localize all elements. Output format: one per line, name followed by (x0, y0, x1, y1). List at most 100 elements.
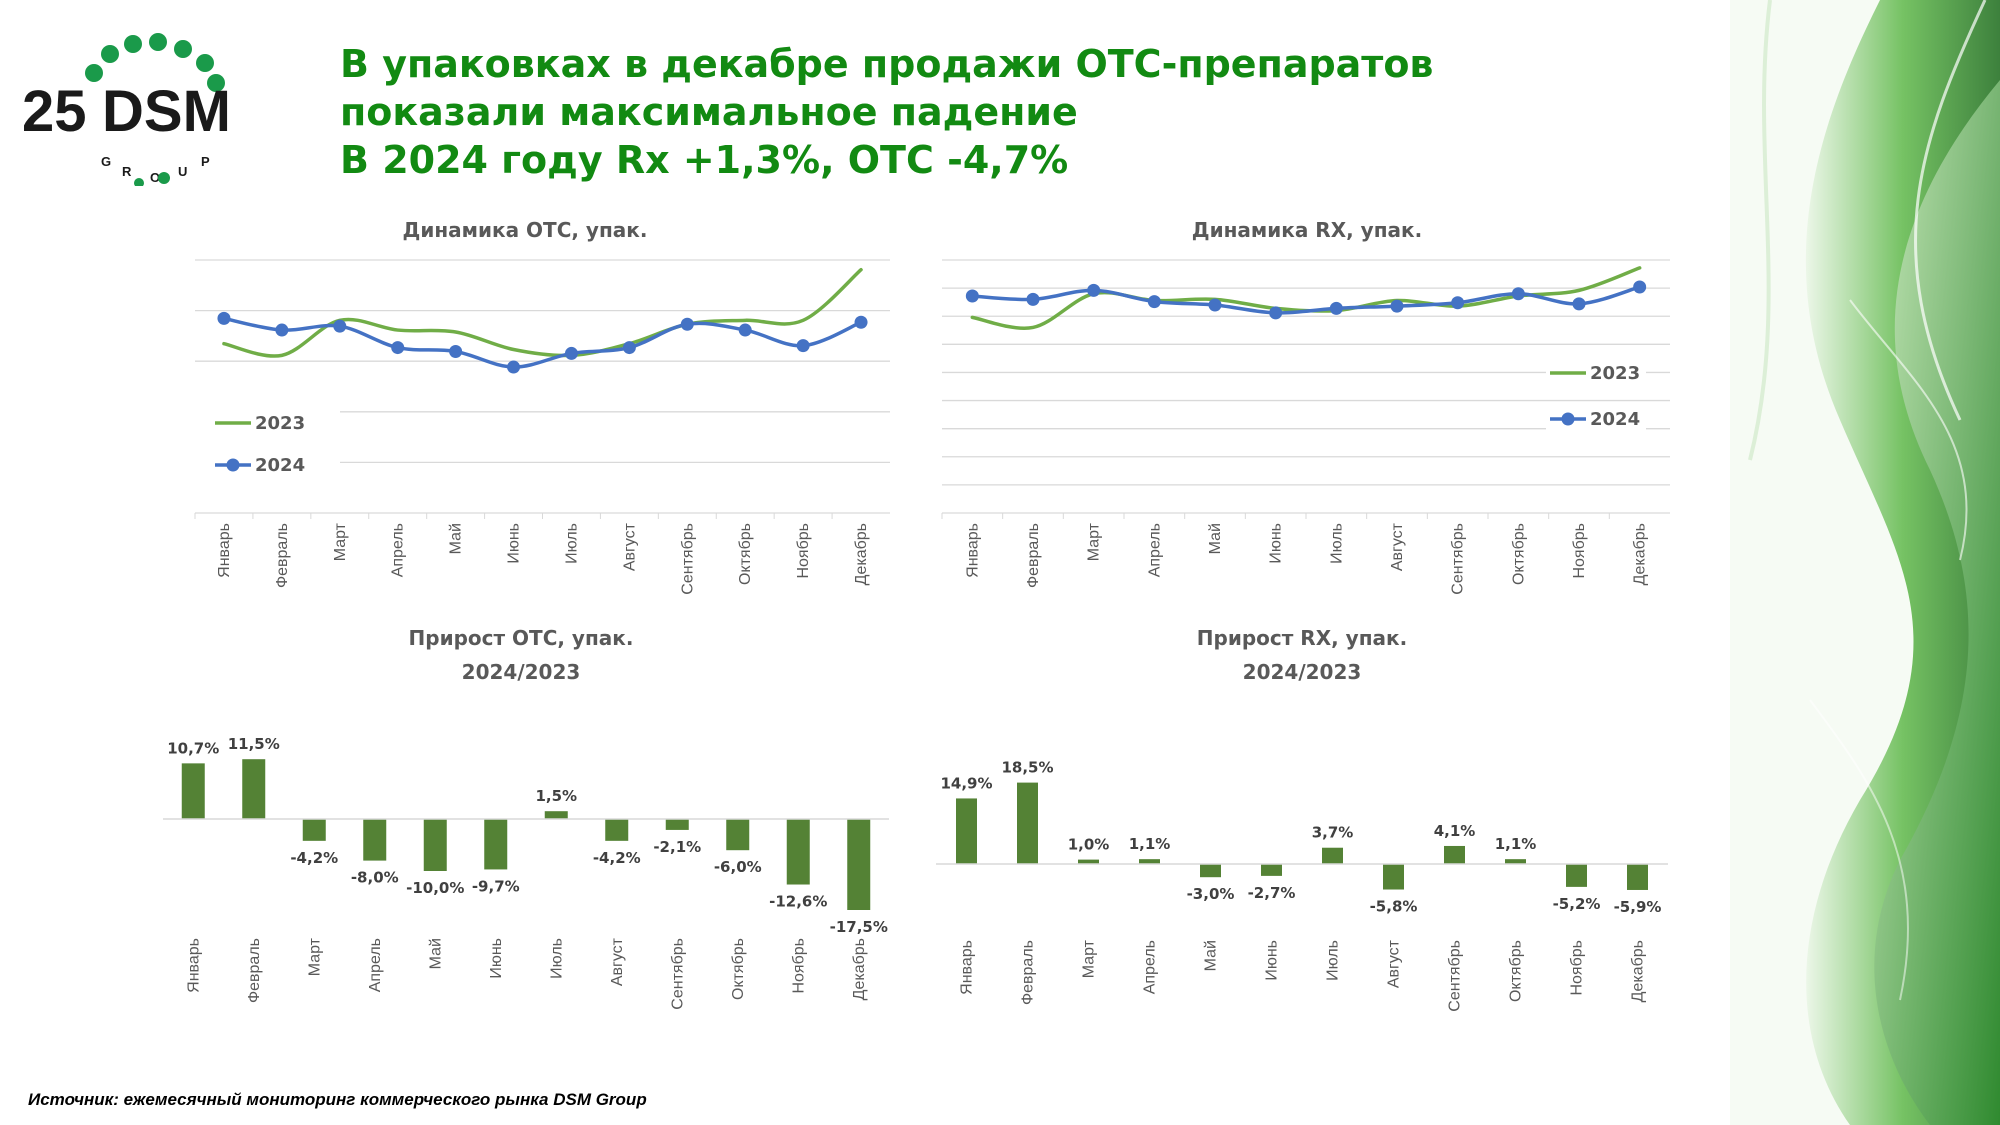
x-tick-label: Май (1207, 523, 1224, 554)
logo-number: 25 (22, 79, 87, 144)
x-tick-label: Октябрь (1508, 940, 1525, 1002)
title-line-2: показали максимальное падение (340, 90, 1078, 134)
x-tick-label: Январь (185, 938, 202, 993)
data-label: -17,5% (830, 918, 888, 936)
chart-title: Динамика RX, упак. (1192, 218, 1422, 242)
legend-label: 2024 (1590, 409, 1640, 430)
bar-7 (1322, 847, 1343, 864)
slide-title: В упаковках в декабре продажи ОТС-препар… (340, 40, 1433, 184)
bar-10 (726, 819, 750, 851)
x-tick-label: Апрель (1146, 523, 1163, 577)
data-label: 10,7% (167, 739, 219, 757)
x-tick-label: Май (427, 938, 444, 969)
data-label: 14,9% (940, 774, 992, 792)
bar-11 (786, 819, 810, 885)
series-point-2024 (796, 339, 810, 353)
bar-4 (1139, 859, 1160, 864)
bar-8 (1383, 864, 1404, 890)
rx-line-chart: Динамика RX, упак. Январь Февраль Март Апрел… (941, 218, 1670, 595)
x-tick-label: Июнь (1268, 523, 1285, 564)
bar-12 (847, 819, 871, 910)
bar-6 (484, 819, 508, 870)
logo-group-letter: P (201, 154, 210, 169)
logo-dots (85, 33, 225, 92)
series-point-2024 (1269, 306, 1283, 320)
x-tick-label: Сентябрь (679, 523, 696, 595)
series-point-2024 (1147, 295, 1161, 309)
data-label: 11,5% (228, 735, 280, 753)
x-tick-label: Май (448, 523, 465, 554)
x-tick-label: Декабрь (1632, 523, 1649, 585)
bar-1 (181, 763, 205, 819)
data-label: -5,2% (1553, 895, 1601, 913)
chart-subtitle: 2024/2023 (1243, 660, 1362, 684)
bar-2 (1017, 782, 1038, 864)
series-point-2024 (1572, 297, 1586, 311)
x-tick-label: Июль (1325, 940, 1342, 981)
data-label: -2,1% (653, 838, 701, 856)
data-label: -3,0% (1187, 885, 1235, 903)
bar-6 (1261, 864, 1282, 876)
x-tick-label: Октябрь (730, 938, 747, 1000)
series-point-2024 (1511, 287, 1525, 301)
bar-8 (605, 819, 629, 841)
x-tick-label: Сентябрь (1450, 523, 1467, 595)
series-point-2024 (854, 315, 868, 329)
data-label: 18,5% (1001, 759, 1053, 777)
x-tick-label: Февраль (274, 523, 291, 588)
data-label: 1,0% (1068, 836, 1110, 854)
series-point-2024 (738, 323, 752, 337)
data-label: -9,7% (472, 877, 520, 895)
series-point-2024 (622, 341, 636, 355)
series-point-2024 (564, 346, 578, 360)
series-point-2024 (1329, 301, 1343, 315)
x-tick-label: Ноябрь (1571, 523, 1588, 579)
data-label: 1,1% (1129, 835, 1171, 853)
x-tick-label: Январь (959, 940, 976, 995)
series-point-2024 (1026, 292, 1040, 306)
x-tick-label: Июль (548, 938, 565, 979)
bar-1 (956, 798, 977, 864)
x-tick-label: Март (1086, 522, 1103, 561)
bar-11 (1566, 864, 1587, 887)
data-label: 4,1% (1434, 822, 1476, 840)
bar-5 (1200, 864, 1221, 878)
rx-growth-bar-chart: Прирост RX, упак. 2024/2023 14,9% 18,5% 1,0%… (936, 626, 1668, 1012)
legend-label: 2023 (255, 413, 305, 434)
x-tick-label: Сентябрь (669, 938, 686, 1010)
bar-4 (363, 819, 387, 861)
bar-12 (1627, 864, 1648, 890)
source-note: Источник: ежемесячный мониторинг коммерч… (28, 1090, 647, 1109)
x-tick-label: Июль (1328, 523, 1345, 564)
legend-label: 2023 (1590, 363, 1640, 384)
x-tick-label: Август (1386, 939, 1403, 988)
series-point-2024 (333, 319, 347, 333)
series-point-2024 (391, 341, 405, 355)
series-point-2024 (449, 344, 463, 358)
bar-10 (1505, 859, 1526, 864)
bar-2 (242, 759, 266, 819)
legend-label: 2024 (255, 455, 305, 476)
bar-9 (1444, 845, 1465, 864)
data-label: -4,2% (593, 849, 641, 867)
x-tick-label: Август (621, 522, 638, 571)
series-point-2024 (275, 323, 289, 337)
x-tick-label: Март (332, 522, 349, 561)
bar-7 (544, 811, 568, 819)
logo-group-letter: R (122, 164, 132, 179)
x-tick-label: Сентябрь (1447, 940, 1464, 1012)
series-point-2024 (1451, 296, 1465, 310)
chart-title: Прирост ОТС, упак. (409, 626, 634, 650)
logo-brand: DSM (102, 79, 231, 144)
x-tick-label: Декабрь (1630, 940, 1647, 1002)
bar-9 (665, 819, 689, 830)
data-label: -12,6% (769, 893, 827, 911)
x-tick-label: Апрель (367, 938, 384, 992)
x-tick-label: Март (1081, 939, 1098, 978)
series-point-2024 (1633, 280, 1647, 294)
logo-group-letter: U (178, 164, 187, 179)
legend-marker-2024 (226, 458, 240, 472)
data-label: -6,0% (714, 858, 762, 876)
x-tick-label: Ноябрь (795, 523, 812, 579)
decorative-swoosh (1730, 0, 2000, 1125)
